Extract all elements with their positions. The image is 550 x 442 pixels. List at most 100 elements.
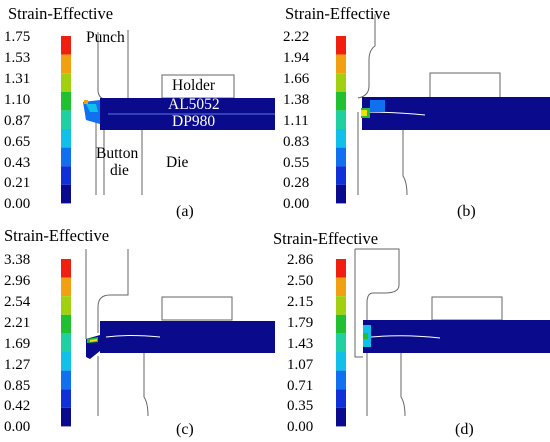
- panel-label-a: (a): [176, 203, 194, 220]
- dp980-label: DP980: [172, 113, 216, 130]
- colorbar-tick-label: 1.94: [283, 49, 310, 66]
- colorbar-segment: [336, 370, 346, 390]
- sheet-stack: [362, 97, 550, 130]
- colorbar-segment: [336, 352, 346, 371]
- chart-title: Strain-Effective: [273, 229, 379, 248]
- colorbar-segment: [336, 296, 346, 315]
- colorbar-segment: [336, 147, 346, 167]
- colorbar-segment: [336, 314, 346, 334]
- colorbar-segment: [61, 147, 71, 167]
- deformed-zone-outer: [370, 100, 385, 112]
- button-label: Button: [96, 145, 139, 162]
- holder-label: Holder: [172, 77, 216, 94]
- colorbar-tick-label: 1.53: [4, 49, 31, 66]
- colorbar-tick-label: 2.21: [4, 314, 31, 331]
- panel-label-c: (c): [176, 421, 194, 438]
- colorbar-segment: [336, 277, 346, 297]
- chart-title: Strain-Effective: [8, 4, 114, 23]
- colorbar-segment: [336, 166, 346, 185]
- colorbar-tick-label: 2.96: [4, 272, 31, 289]
- colorbar-segment: [61, 91, 71, 111]
- chart-title: Strain-Effective: [285, 4, 391, 23]
- colorbar-tick-label: 2.50: [287, 272, 314, 289]
- colorbar-segment: [61, 184, 71, 204]
- colorbar-tick-label: 1.31: [4, 70, 31, 87]
- colorbar-segment: [61, 333, 71, 352]
- colorbar-tick-label: 1.38: [283, 91, 310, 108]
- die-label: Die: [166, 154, 189, 171]
- panel-label-d: (d): [455, 421, 474, 438]
- panel-a-figure: [61, 30, 275, 204]
- colorbar-tick-label: 2.15: [287, 293, 314, 310]
- colorbar-tick-label: 0.21: [4, 175, 31, 192]
- colorbar-segment: [336, 110, 346, 129]
- colorbar-tick-label: 0.00: [287, 419, 314, 436]
- holder-rect: [161, 296, 233, 321]
- colorbar-segment: [336, 91, 346, 111]
- colorbar-tick-label: 2.86: [287, 252, 314, 268]
- colorbar-segment: [61, 73, 71, 92]
- colorbar-segment: [61, 259, 71, 278]
- colorbar-tick-label: 0.00: [283, 196, 310, 213]
- panel-a: Strain-Effective 1.75 1.53 1.31 1.10 0.87 0.6…: [0, 0, 275, 221]
- colorbar-segment: [336, 389, 346, 408]
- punch-outline: [357, 14, 376, 99]
- colorbar-tick-label: 2.54: [4, 293, 31, 310]
- colorbar-segment: [61, 296, 71, 315]
- al5052-label: AL5052: [168, 96, 220, 113]
- colorbar-segment: [61, 314, 71, 334]
- colorbar-segment: [336, 184, 346, 204]
- colorbar-segment: [61, 352, 71, 371]
- peak-strain-spot: [84, 100, 88, 104]
- colorbar-segment: [61, 54, 71, 74]
- deformed-zone-hot: [363, 333, 368, 339]
- colorbar: [61, 259, 71, 427]
- sheet-interface: [370, 335, 441, 339]
- colorbar-tick-label: 0.35: [287, 398, 314, 415]
- colorbar-tick-label: 1.10: [4, 91, 31, 108]
- colorbar-segment: [336, 73, 346, 92]
- punch-label: Punch: [86, 29, 125, 46]
- colorbar-tick-label: 0.43: [4, 154, 31, 171]
- chart-title: Strain-Effective: [4, 226, 110, 245]
- colorbar: [336, 259, 346, 427]
- colorbar-tick-label: 0.55: [283, 154, 310, 171]
- punch-outline: [97, 249, 129, 333]
- sheet-stack: [100, 321, 275, 353]
- colorbar-tick-label: 2.22: [283, 29, 310, 45]
- colorbar-segment: [61, 370, 71, 390]
- colorbar-tick-label: 1.69: [4, 335, 31, 352]
- colorbar: [61, 36, 71, 204]
- colorbar-tick-label: 0.71: [287, 377, 314, 394]
- colorbar-segment: [336, 259, 346, 278]
- colorbar: [336, 36, 346, 204]
- panel-c: Strain-Effective 3.38 2.96 2.54 2.21 1.69 1.2…: [0, 221, 275, 442]
- colorbar-tick-label: 1.07: [287, 356, 314, 373]
- colorbar-tick-label: 1.11: [283, 112, 309, 129]
- holder-rect: [431, 296, 503, 321]
- colorbar-tick-label: 0.85: [4, 377, 31, 394]
- panel-label-b: (b): [457, 203, 476, 220]
- die-edge: [402, 128, 408, 196]
- colorbar-tick-label: 1.27: [4, 356, 31, 373]
- colorbar-tick-label: 0.28: [283, 175, 310, 192]
- colorbar-tick-label: 0.65: [4, 133, 31, 150]
- panel-d-figure: [336, 248, 550, 427]
- die-edge: [400, 353, 406, 417]
- colorbar-segment: [61, 407, 71, 427]
- colorbar-tick-label: 1.43: [287, 335, 314, 352]
- colorbar-segment: [61, 277, 71, 297]
- sheet-interface: [105, 335, 161, 338]
- colorbar-segment: [336, 333, 346, 352]
- button-die-outline: [85, 110, 97, 195]
- colorbar-segment: [61, 389, 71, 408]
- deformed-zone-hot: [86, 104, 98, 112]
- colorbar-segment: [61, 110, 71, 129]
- panel-c-figure: [61, 249, 275, 427]
- panel-b-figure: [336, 14, 550, 204]
- colorbar-tick-label: 0.83: [283, 133, 310, 150]
- holder-rect: [429, 72, 501, 99]
- colorbar-segment: [61, 129, 71, 148]
- sheet-stack: [363, 320, 550, 353]
- colorbar-segment: [336, 407, 346, 427]
